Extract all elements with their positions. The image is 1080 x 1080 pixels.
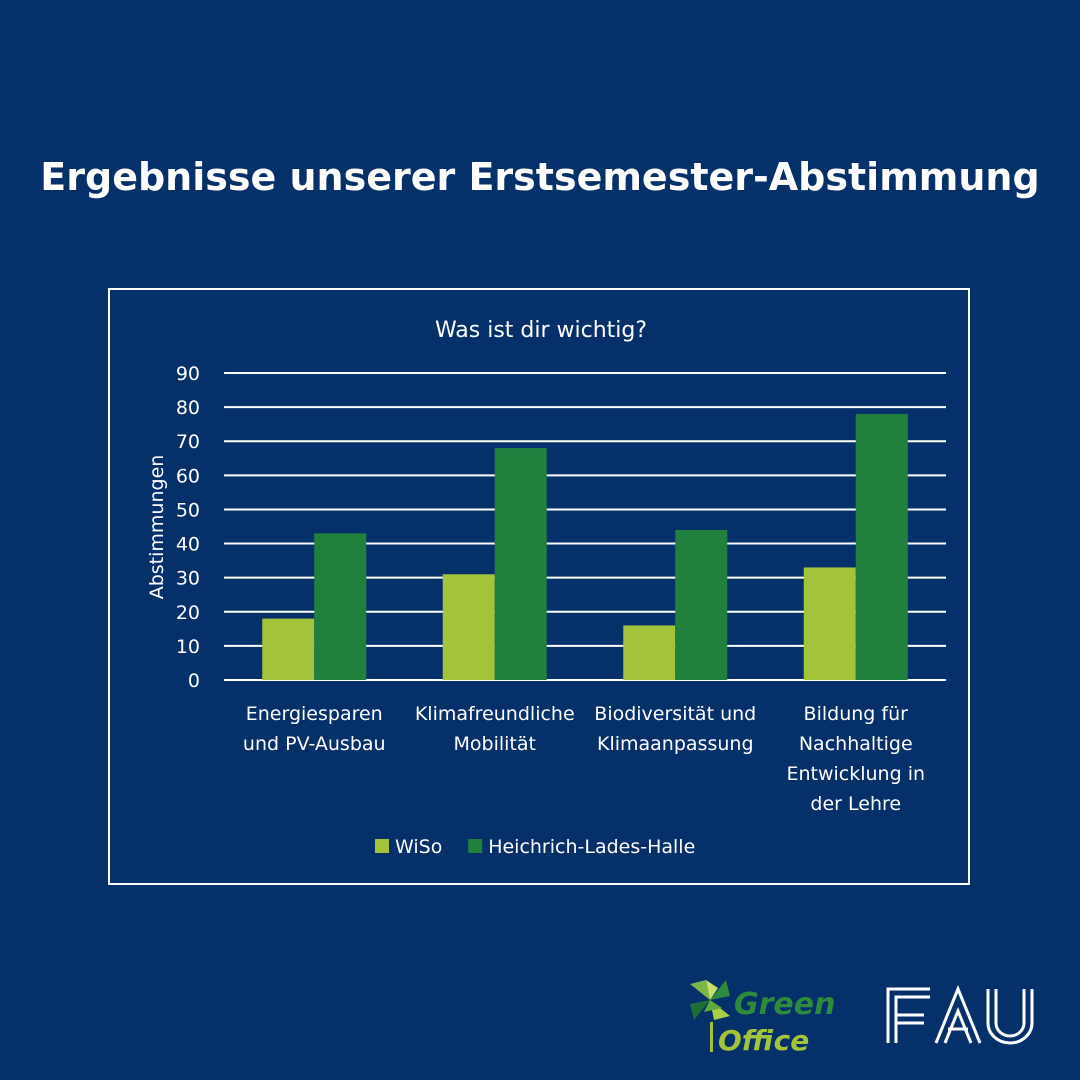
svg-text:Office: Office [718, 1024, 809, 1056]
chart-title: Was ist dir wichtig? [435, 318, 647, 343]
x-tick-label: Klimafreundliche [415, 703, 575, 725]
bar-hlh [675, 529, 728, 680]
page-headline: Ergebnisse unserer Erstsemester-Abstimmu… [40, 155, 1040, 199]
legend-swatch [375, 839, 389, 853]
y-tick-label: 70 [176, 431, 200, 453]
bar-wiso [442, 574, 495, 680]
x-tick-label: Entwicklung in [786, 763, 925, 785]
y-tick-label: 30 [176, 568, 200, 590]
y-tick-label: 0 [188, 670, 200, 692]
fau-logo [886, 985, 1034, 1045]
x-tick-label: Nachhaltige [799, 733, 913, 755]
bar-hlh [494, 448, 547, 680]
bar-wiso [623, 625, 676, 680]
x-tick-label: und PV-Ausbau [243, 733, 386, 755]
y-tick-label: 40 [176, 534, 200, 556]
bar-wiso [803, 567, 856, 680]
legend-label: WiSo [395, 836, 442, 858]
y-tick-label: 10 [176, 636, 200, 658]
y-axis-label: Abstimmungen [146, 455, 168, 600]
x-tick-label: Biodiversität und [594, 703, 756, 725]
bar-hlh [314, 533, 367, 680]
y-tick-label: 50 [176, 499, 200, 521]
bar-chart: Was ist dir wichtig? 0 10 20 30 40 50 60 70 80 90 A… [146, 318, 946, 858]
pinwheel-icon [690, 980, 730, 1020]
svg-text:Green: Green [734, 987, 835, 1022]
chart-panel: Was ist dir wichtig? 0 10 20 30 40 50 60 70 80 90 A… [108, 288, 970, 885]
x-tick-label: Energiesparen [246, 703, 383, 725]
x-tick-label: Bildung für [804, 703, 909, 725]
legend-label: Heichrich-Lades-Halle [488, 836, 695, 858]
y-tick-label: 60 [176, 465, 200, 487]
bar-hlh [855, 413, 908, 680]
legend-swatch [468, 839, 483, 853]
y-tick-label: 20 [176, 602, 200, 624]
x-tick-label: Mobilität [454, 733, 536, 755]
bar-wiso [262, 618, 315, 680]
x-tick-label: der Lehre [810, 793, 901, 815]
green-office-logo: Green Office [690, 980, 835, 1056]
x-tick-label: Klimaanpassung [597, 733, 754, 755]
y-tick-label: 90 [176, 363, 200, 385]
y-tick-label: 80 [176, 397, 200, 419]
